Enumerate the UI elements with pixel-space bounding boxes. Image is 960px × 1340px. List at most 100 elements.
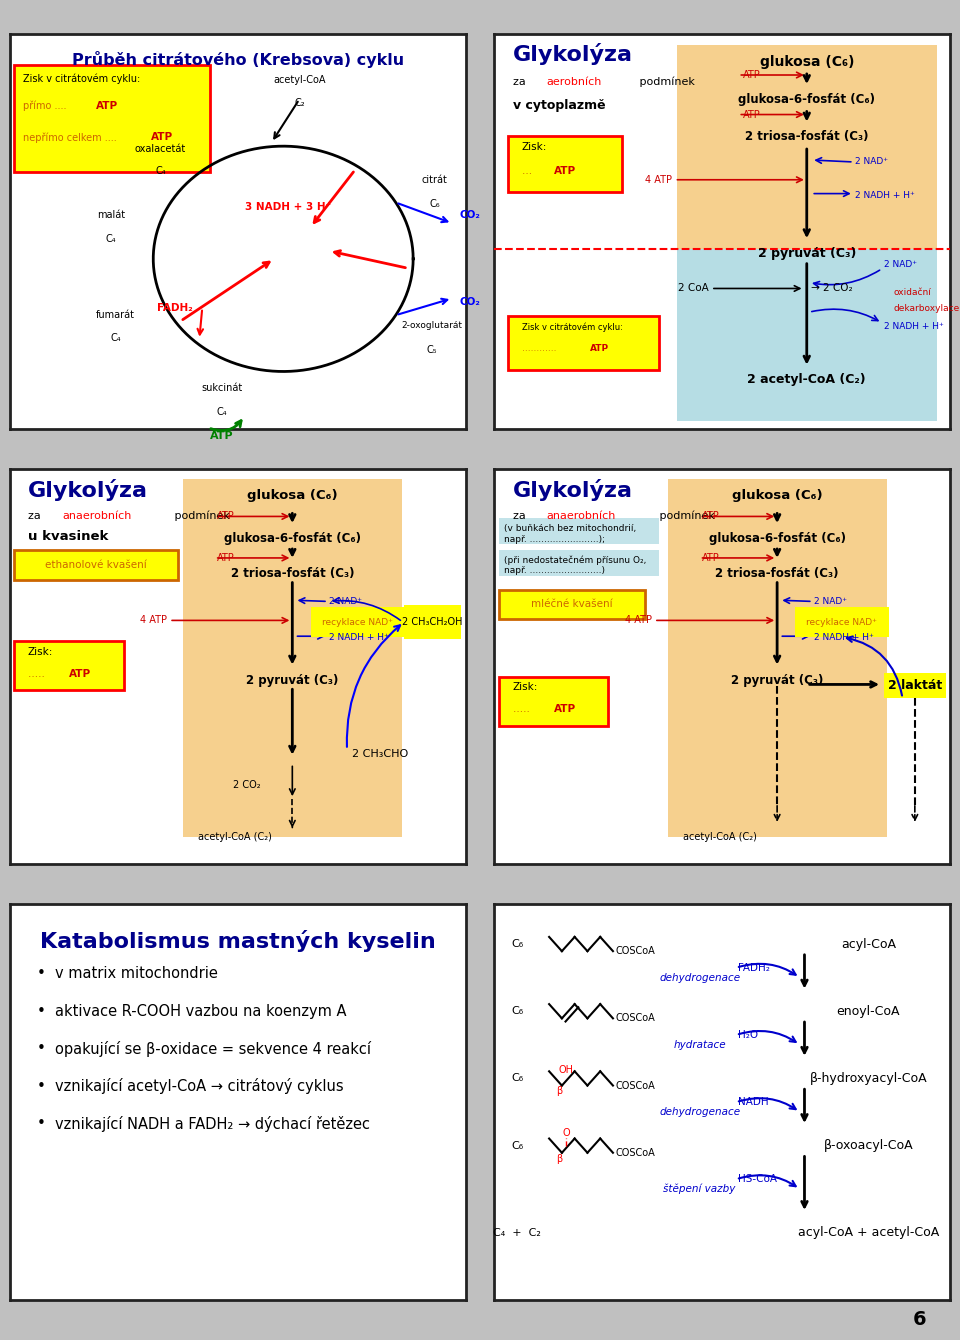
Text: dehydrogenace: dehydrogenace (659, 973, 740, 982)
Text: •: • (36, 1004, 46, 1018)
Text: za: za (513, 76, 529, 87)
Text: ATP: ATP (96, 100, 118, 111)
Text: β: β (557, 1087, 563, 1096)
Text: ethanolové kvašení: ethanolové kvašení (45, 560, 147, 570)
Text: •: • (36, 966, 46, 981)
Text: acetyl-CoA: acetyl-CoA (274, 75, 326, 84)
Text: opakující se β-oxidace = sekvence 4 reakcí: opakující se β-oxidace = sekvence 4 reak… (55, 1041, 372, 1057)
FancyBboxPatch shape (14, 549, 179, 580)
Text: v cytoplazmě: v cytoplazmě (513, 99, 605, 111)
Text: vznikající NADH a FADH₂ → dýchací řetězec: vznikající NADH a FADH₂ → dýchací řetěze… (55, 1116, 371, 1132)
Text: 2 laktát: 2 laktát (888, 679, 942, 693)
Text: C₆: C₆ (511, 1006, 523, 1016)
Text: CO₂: CO₂ (460, 297, 481, 307)
FancyBboxPatch shape (499, 519, 659, 544)
Text: Zisk:: Zisk: (513, 682, 538, 693)
Text: vznikající acetyl-CoA → citrátový cyklus: vznikající acetyl-CoA → citrátový cyklus (55, 1079, 344, 1095)
Text: citrát: citrát (421, 176, 447, 185)
Text: 2 pyruvát (C₃): 2 pyruvát (C₃) (246, 674, 339, 687)
Text: aerobních: aerobních (547, 76, 602, 87)
Text: C₆: C₆ (429, 198, 440, 209)
Text: 6: 6 (913, 1311, 926, 1329)
Text: FADH₂: FADH₂ (157, 303, 193, 312)
Text: za: za (513, 511, 529, 520)
Text: 2 pyruvát (C₃): 2 pyruvát (C₃) (731, 674, 824, 687)
Text: 2 NADH + H⁺: 2 NADH + H⁺ (328, 634, 389, 642)
FancyBboxPatch shape (499, 549, 659, 576)
Text: glukosa-6-fosfát (C₆): glukosa-6-fosfát (C₆) (708, 532, 846, 545)
Text: acetyl-CoA (C₂): acetyl-CoA (C₂) (199, 832, 273, 842)
Text: podmínek: podmínek (636, 76, 695, 87)
Text: glukosa (C₆): glukosa (C₆) (732, 489, 823, 501)
Text: nepřímo celkem ....: nepřímo celkem .... (23, 133, 120, 143)
Text: •: • (36, 1079, 46, 1093)
Text: 2 NADH + H⁺: 2 NADH + H⁺ (813, 634, 874, 642)
Text: ATP: ATP (210, 430, 233, 441)
Text: anaerobních: anaerobních (62, 511, 132, 520)
Text: aktivace R-COOH vazbou na koenzym A: aktivace R-COOH vazbou na koenzym A (55, 1004, 347, 1018)
Text: OH: OH (559, 1065, 574, 1075)
Text: ATP: ATP (217, 553, 235, 563)
Text: Průběh citrátového (Krebsova) cyklu: Průběh citrátového (Krebsova) cyklu (72, 51, 403, 68)
Text: Glykolýza: Glykolýza (28, 478, 148, 501)
Text: acetyl-CoA (C₂): acetyl-CoA (C₂) (684, 832, 757, 842)
Text: anaerobních: anaerobních (547, 511, 616, 520)
Text: hydratace: hydratace (673, 1040, 726, 1049)
Text: glukosa-6-fosfát (C₆): glukosa-6-fosfát (C₆) (738, 92, 876, 106)
Text: .....: ..... (28, 669, 48, 678)
Text: ATP: ATP (69, 669, 91, 678)
Text: CO₂: CO₂ (460, 210, 481, 220)
Text: → 2 CO₂: → 2 CO₂ (811, 284, 852, 293)
Text: β: β (557, 1154, 563, 1163)
Text: např. .........................): např. .........................) (504, 567, 605, 575)
Text: C₆: C₆ (511, 1140, 523, 1151)
Text: oxalacetát: oxalacetát (134, 145, 186, 154)
Text: C₂: C₂ (295, 98, 305, 109)
Text: fumarát: fumarát (96, 310, 135, 319)
Text: 2 NADH + H⁺: 2 NADH + H⁺ (854, 192, 914, 200)
Text: 4 ATP: 4 ATP (140, 615, 167, 626)
Text: ATP: ATP (743, 70, 760, 80)
Text: ATP: ATP (554, 166, 576, 176)
FancyBboxPatch shape (677, 249, 937, 421)
Text: Katabolismus mastných kyselin: Katabolismus mastných kyselin (39, 930, 436, 953)
Text: acyl-CoA + acetyl-CoA: acyl-CoA + acetyl-CoA (798, 1226, 939, 1240)
Text: v matrix mitochondrie: v matrix mitochondrie (55, 966, 218, 981)
Text: 4 ATP: 4 ATP (645, 174, 672, 185)
Text: 2 NAD⁺: 2 NAD⁺ (813, 596, 847, 606)
Text: mléčné kvašení: mléčné kvašení (531, 599, 612, 610)
FancyBboxPatch shape (677, 46, 937, 249)
Text: ATP: ATP (554, 705, 576, 714)
Text: 2 CH₃CHO: 2 CH₃CHO (351, 749, 408, 758)
FancyBboxPatch shape (668, 478, 886, 836)
Text: štěpení vazby: štěpení vazby (663, 1183, 735, 1194)
Text: 3 NADH + 3 H⁺: 3 NADH + 3 H⁺ (245, 202, 331, 213)
Text: 2 CoA: 2 CoA (678, 284, 708, 293)
Text: 2-oxoglutarát: 2-oxoglutarát (401, 322, 463, 331)
Text: C₄  +  C₂: C₄ + C₂ (493, 1227, 541, 1238)
Text: ATP: ATP (743, 110, 760, 119)
Text: •: • (36, 1116, 46, 1131)
Text: podmínek: podmínek (172, 511, 230, 521)
Text: 2 pyruvát (C₃): 2 pyruvát (C₃) (757, 247, 856, 260)
Text: Zisk:: Zisk: (522, 142, 547, 153)
Text: 2 acetyl-CoA (C₂): 2 acetyl-CoA (C₂) (748, 374, 866, 386)
Text: COSCoA: COSCoA (615, 1013, 655, 1024)
Text: enoyl-CoA: enoyl-CoA (836, 1005, 900, 1018)
Text: O: O (563, 1128, 570, 1138)
Text: recyklace NAD⁺: recyklace NAD⁺ (806, 618, 877, 627)
FancyBboxPatch shape (14, 66, 210, 172)
Text: (při nedostatečném přísunu O₂,: (při nedostatečném přísunu O₂, (504, 555, 646, 564)
Text: •: • (36, 1041, 46, 1056)
Text: β-hydroxyacyl-CoA: β-hydroxyacyl-CoA (809, 1072, 927, 1085)
Text: sukcinát: sukcinát (202, 383, 243, 393)
Text: oxidační: oxidační (894, 288, 931, 297)
Text: 2 NADH + H⁺: 2 NADH + H⁺ (884, 322, 944, 331)
FancyBboxPatch shape (499, 677, 609, 726)
Text: β-oxoacyl-CoA: β-oxoacyl-CoA (824, 1139, 913, 1152)
Text: Glykolýza: Glykolýza (513, 478, 633, 501)
Text: Zisk v citrátovém cyklu:: Zisk v citrátovém cyklu: (522, 322, 623, 331)
Text: COSCoA: COSCoA (615, 946, 655, 957)
Text: ATP: ATP (590, 344, 610, 352)
Text: 2 NAD⁺: 2 NAD⁺ (884, 260, 917, 269)
